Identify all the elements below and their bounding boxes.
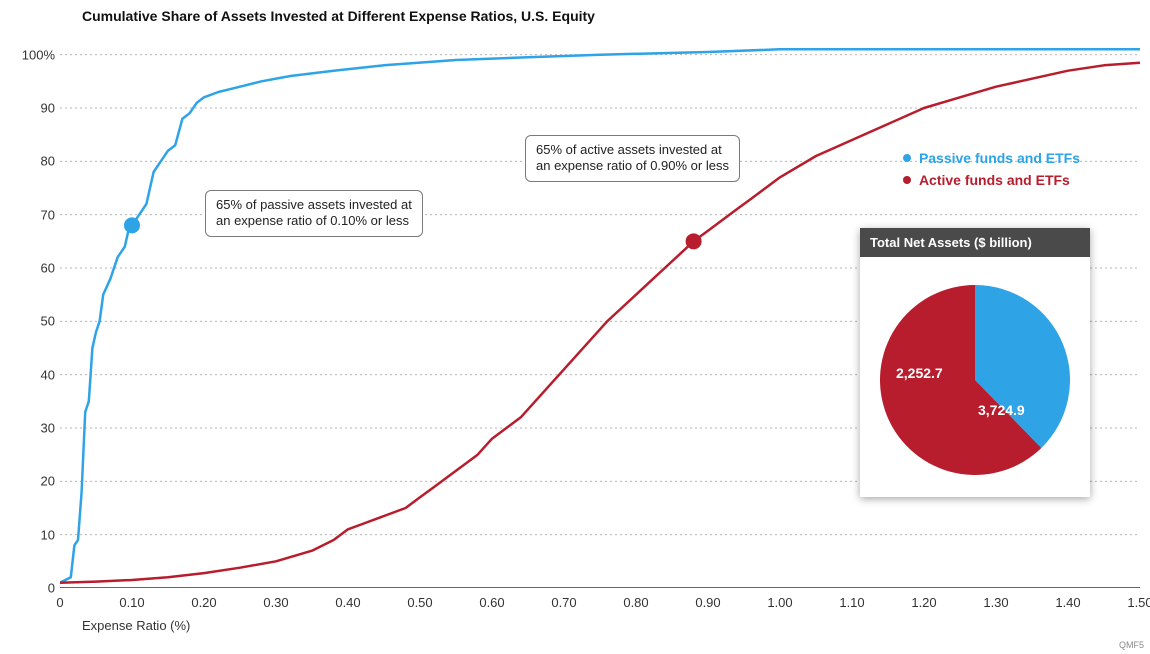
chart-container: Cumulative Share of Assets Invested at D… bbox=[0, 0, 1150, 654]
x-tick-label: 0.50 bbox=[407, 595, 432, 610]
legend-item-passive: Passive funds and ETFs bbox=[903, 150, 1080, 166]
callout-line: 65% of active assets invested at bbox=[536, 142, 729, 158]
x-axis-title: Expense Ratio (%) bbox=[82, 618, 190, 633]
legend-dot-icon bbox=[903, 176, 911, 184]
x-tick-label: 0.10 bbox=[119, 595, 144, 610]
x-tick-label: 1.30 bbox=[983, 595, 1008, 610]
callout-active: 65% of active assets invested at an expe… bbox=[525, 135, 740, 182]
y-tick-label: 70 bbox=[10, 207, 55, 222]
x-tick-label: 0.30 bbox=[263, 595, 288, 610]
y-tick-label: 20 bbox=[10, 474, 55, 489]
y-tick-label: 60 bbox=[10, 261, 55, 276]
y-tick-label: 90 bbox=[10, 101, 55, 116]
y-tick-label: 80 bbox=[10, 154, 55, 169]
x-tick-label: 0.80 bbox=[623, 595, 648, 610]
callout-line: an expense ratio of 0.10% or less bbox=[216, 213, 412, 229]
y-tick-label: 50 bbox=[10, 314, 55, 329]
x-tick-label: 0 bbox=[56, 595, 63, 610]
x-tick-label: 0.40 bbox=[335, 595, 360, 610]
x-tick-label: 1.20 bbox=[911, 595, 936, 610]
callout-line: 65% of passive assets invested at bbox=[216, 197, 412, 213]
y-tick-label: 40 bbox=[10, 367, 55, 382]
legend-item-active: Active funds and ETFs bbox=[903, 172, 1080, 188]
footer-code: QMF5 bbox=[1119, 640, 1144, 650]
legend: Passive funds and ETFs Active funds and … bbox=[903, 150, 1080, 194]
pie-slice-label: 2,252.7 bbox=[896, 365, 943, 381]
pie-body: 2,252.7 3,724.9 bbox=[860, 257, 1090, 497]
legend-dot-icon bbox=[903, 154, 911, 162]
x-tick-label: 1.00 bbox=[767, 595, 792, 610]
y-tick-label: 30 bbox=[10, 421, 55, 436]
y-tick-label: 10 bbox=[10, 527, 55, 542]
legend-label: Active funds and ETFs bbox=[919, 172, 1070, 188]
pie-inset: Total Net Assets ($ billion) 2,252.7 3,7… bbox=[860, 228, 1090, 497]
x-tick-label: 1.10 bbox=[839, 595, 864, 610]
x-tick-label: 0.90 bbox=[695, 595, 720, 610]
x-tick-label: 0.20 bbox=[191, 595, 216, 610]
x-tick-label: 1.50 bbox=[1127, 595, 1150, 610]
x-tick-label: 1.40 bbox=[1055, 595, 1080, 610]
y-tick-label: 100% bbox=[10, 47, 55, 62]
x-tick-label: 0.60 bbox=[479, 595, 504, 610]
pie-slice-label: 3,724.9 bbox=[978, 402, 1025, 418]
chart-title: Cumulative Share of Assets Invested at D… bbox=[82, 8, 595, 24]
x-tick-label: 0.70 bbox=[551, 595, 576, 610]
legend-label: Passive funds and ETFs bbox=[919, 150, 1080, 166]
callout-passive: 65% of passive assets invested at an exp… bbox=[205, 190, 423, 237]
pie-title: Total Net Assets ($ billion) bbox=[860, 228, 1090, 257]
y-tick-label: 0 bbox=[10, 581, 55, 596]
callout-line: an expense ratio of 0.90% or less bbox=[536, 158, 729, 174]
